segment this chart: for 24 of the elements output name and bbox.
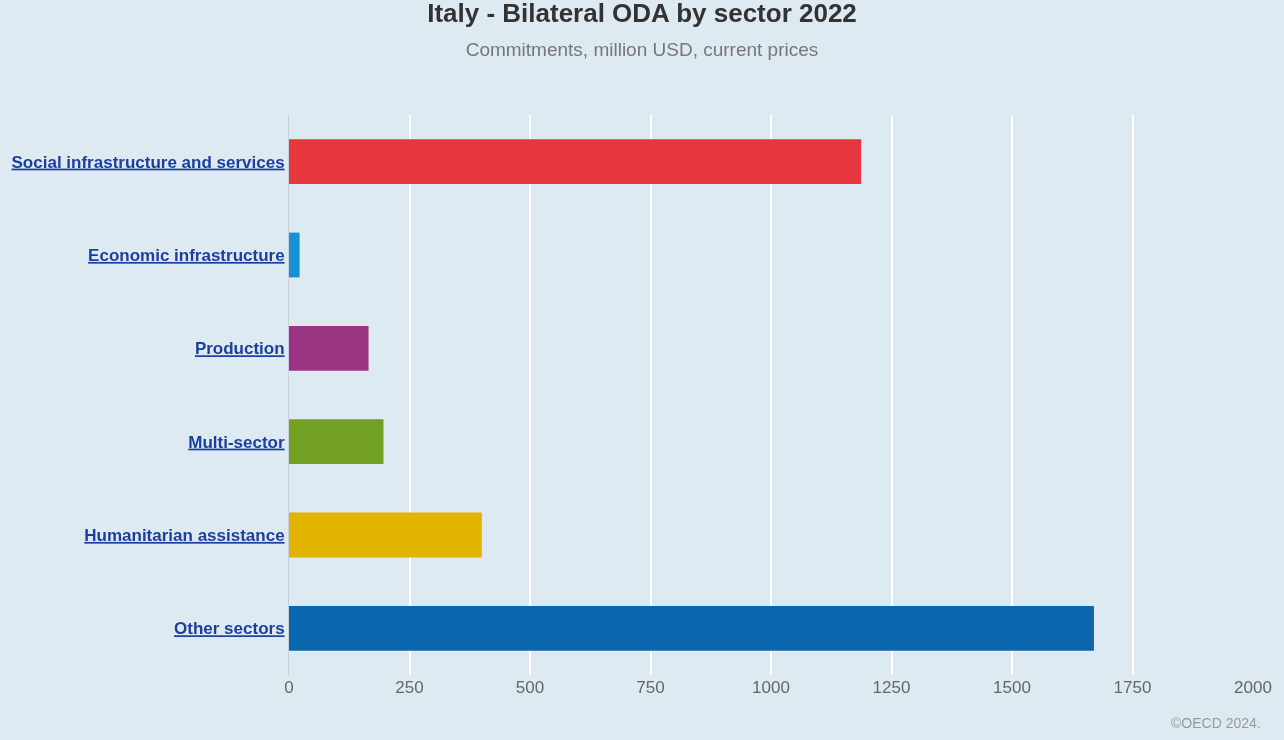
y-tick-label: Social infrastructure and services: [11, 152, 285, 172]
x-tick-label: 500: [515, 678, 545, 697]
y-tick-label: Multi-sector: [188, 432, 285, 452]
y-tick-label: Production: [194, 339, 285, 359]
bar: [289, 232, 300, 278]
x-tick-label: 1250: [872, 678, 911, 697]
bar: [289, 419, 384, 465]
chart-subtitle: Commitments, million USD, current prices: [465, 39, 819, 60]
x-tick-label: 250: [395, 678, 424, 697]
bar: [289, 512, 482, 558]
x-tick-label: 0: [284, 678, 294, 697]
chart-title: Italy - Bilateral ODA by sector 2022: [427, 0, 857, 29]
bar: [289, 605, 1094, 651]
bar: [289, 139, 862, 185]
y-tick-label: Humanitarian assistance: [84, 525, 285, 545]
x-tick-label: 1750: [1113, 678, 1152, 697]
bar: [289, 325, 369, 371]
x-tick-label: 2000: [1234, 678, 1272, 697]
x-tick-label: 750: [636, 678, 665, 697]
x-tick-label: 1000: [752, 678, 790, 697]
y-tick-label: Other sectors: [174, 619, 285, 639]
text: ©OECD 2024.: [1171, 715, 1261, 731]
y-tick-label: Economic infrastructure: [88, 245, 285, 265]
x-tick-label: 1500: [993, 678, 1031, 697]
